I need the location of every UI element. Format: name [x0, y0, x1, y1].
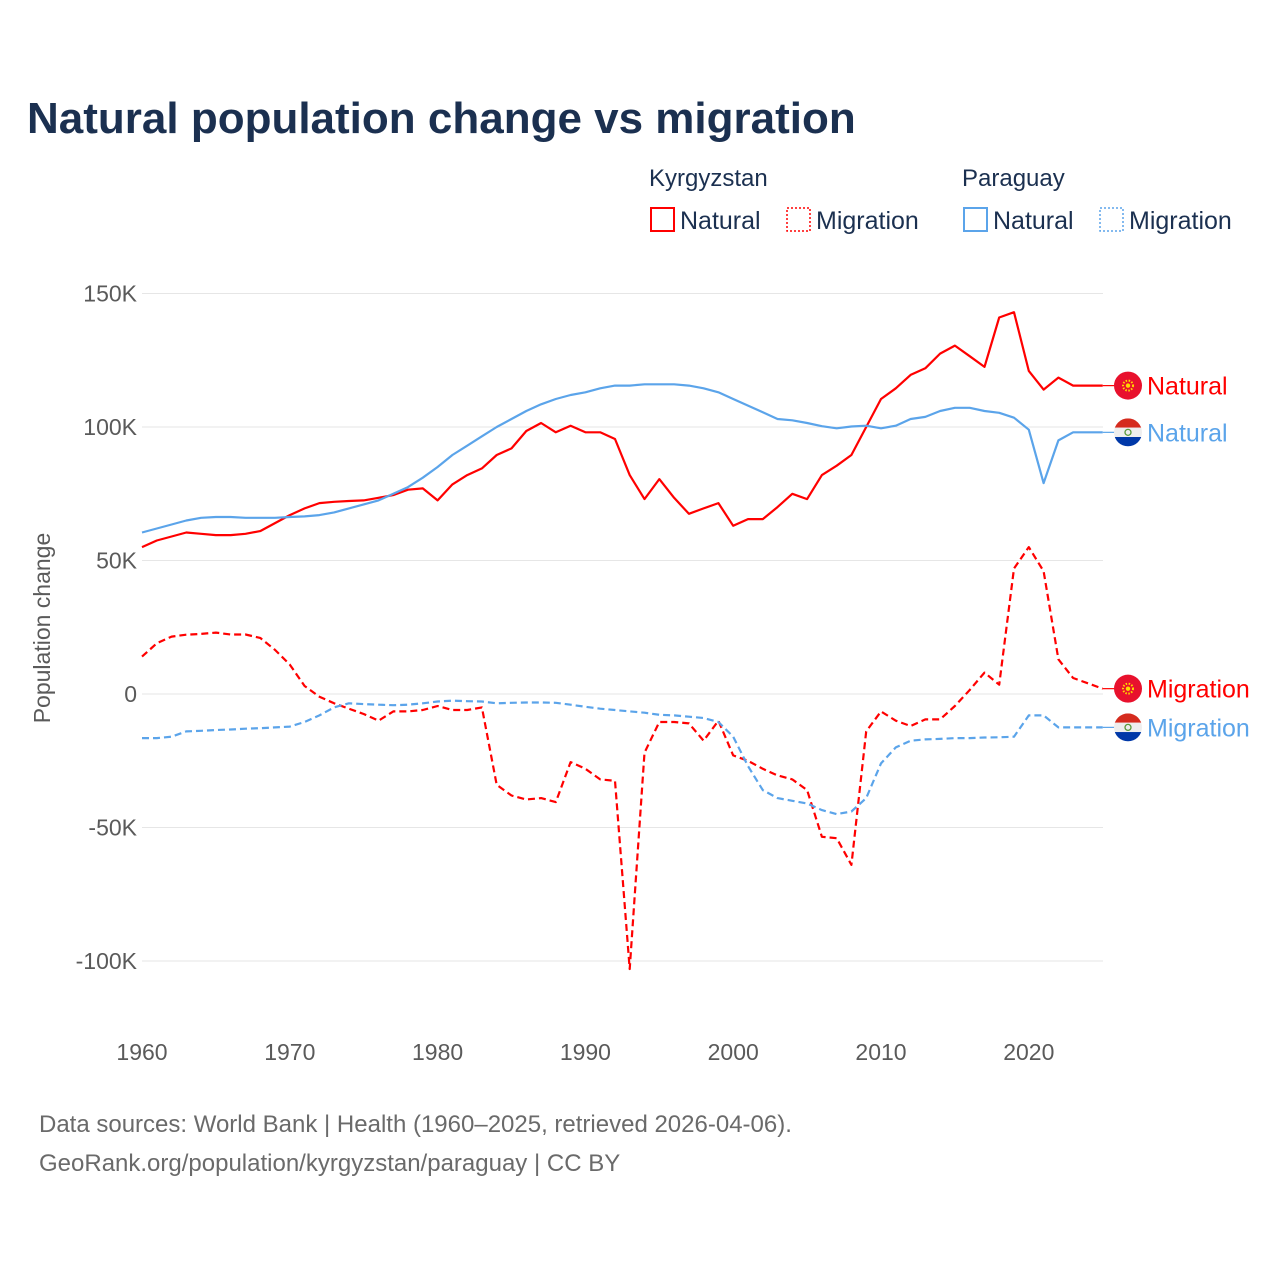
x-tick-label: 1990	[560, 1039, 611, 1065]
x-tick-label: 2010	[855, 1039, 906, 1065]
series-lines	[141, 311, 1104, 971]
end-label-kyrgyzstan-natural: Natural	[1147, 373, 1228, 401]
y-tick-label: -100K	[76, 948, 138, 974]
y-tick-label: 50K	[96, 548, 138, 574]
flag-sun-core	[1125, 383, 1131, 388]
end-label-paraguay-migration: Migration	[1147, 714, 1250, 742]
x-tick-label: 1980	[412, 1039, 463, 1065]
footer-sources: Data sources: World Bank | Health (1960–…	[39, 1111, 792, 1138]
y-tick-label: 0	[124, 681, 137, 707]
series-line-kyrgyzstan-migration	[141, 546, 1104, 971]
legend-swatch-kg-migration	[786, 207, 811, 232]
flag-red-stripe	[1114, 713, 1142, 723]
flag-emblem-icon	[1124, 428, 1132, 436]
x-tick-label: 1960	[116, 1039, 167, 1065]
flag-blue-stripe	[1114, 732, 1142, 742]
chart-title: Natural population change vs migration	[27, 94, 856, 143]
legend-swatch-py-natural	[963, 207, 988, 232]
flag-red-stripe	[1114, 418, 1142, 428]
end-label-paraguay-natural: Natural	[1147, 419, 1228, 447]
x-ticks: 1960 1970 1980 1990 2000 2010 2020	[116, 1039, 1054, 1065]
flag-blue-stripe	[1114, 437, 1142, 447]
y-tick-label: 100K	[83, 414, 137, 440]
series-line-kyrgyzstan-natural	[141, 311, 1103, 549]
flag-stripes	[1114, 713, 1142, 742]
flag-sun-icon	[1122, 379, 1134, 392]
legend-swatch-kg-natural	[650, 207, 675, 232]
x-tick-label: 2000	[708, 1039, 759, 1065]
y-tick-label: -50K	[88, 815, 137, 841]
series-line-paraguay-migration	[142, 699, 1103, 816]
flag-kyrgyzstan-icon	[1114, 371, 1142, 400]
flag-sun-core	[1125, 686, 1131, 691]
y-ticks: 150K 100K 50K 0 -50K -100K	[76, 281, 138, 975]
legend-py-migration[interactable]: Migration	[1129, 207, 1232, 235]
x-tick-label: 1970	[264, 1039, 315, 1065]
series-line-paraguay-natural	[141, 383, 1103, 534]
flag-paraguay-icon	[1114, 418, 1142, 447]
flag-paraguay-icon	[1114, 713, 1142, 742]
legend-group-paraguay: Paraguay	[962, 165, 1065, 192]
flag-stripes	[1114, 418, 1142, 447]
legend-swatch-py-migration	[1099, 207, 1124, 232]
flag-sun-icon	[1122, 682, 1134, 695]
end-labels: Natural Migration Natural Migration	[1102, 371, 1250, 742]
flag-emblem-icon	[1124, 723, 1132, 732]
flag-white-stripe	[1114, 427, 1142, 438]
end-label-kyrgyzstan-migration: Migration	[1147, 676, 1250, 704]
legend-kg-natural[interactable]: Natural	[680, 207, 761, 235]
gridlines	[142, 293, 1103, 962]
legend-py-natural[interactable]: Natural	[993, 207, 1074, 235]
legend-group-kyrgyzstan: Kyrgyzstan	[649, 165, 768, 192]
y-axis-label: Population change	[29, 533, 55, 724]
y-tick-label: 150K	[83, 281, 137, 307]
footer-link[interactable]: GeoRank.org/population/kyrgyzstan/paragu…	[39, 1150, 620, 1177]
legend: Kyrgyzstan Natural Migration Paraguay Na…	[649, 165, 1232, 235]
flag-kyrgyzstan-icon	[1114, 674, 1142, 703]
flag-white-stripe	[1114, 722, 1142, 733]
x-tick-label: 2020	[1003, 1039, 1054, 1065]
legend-kg-migration[interactable]: Migration	[816, 207, 919, 235]
